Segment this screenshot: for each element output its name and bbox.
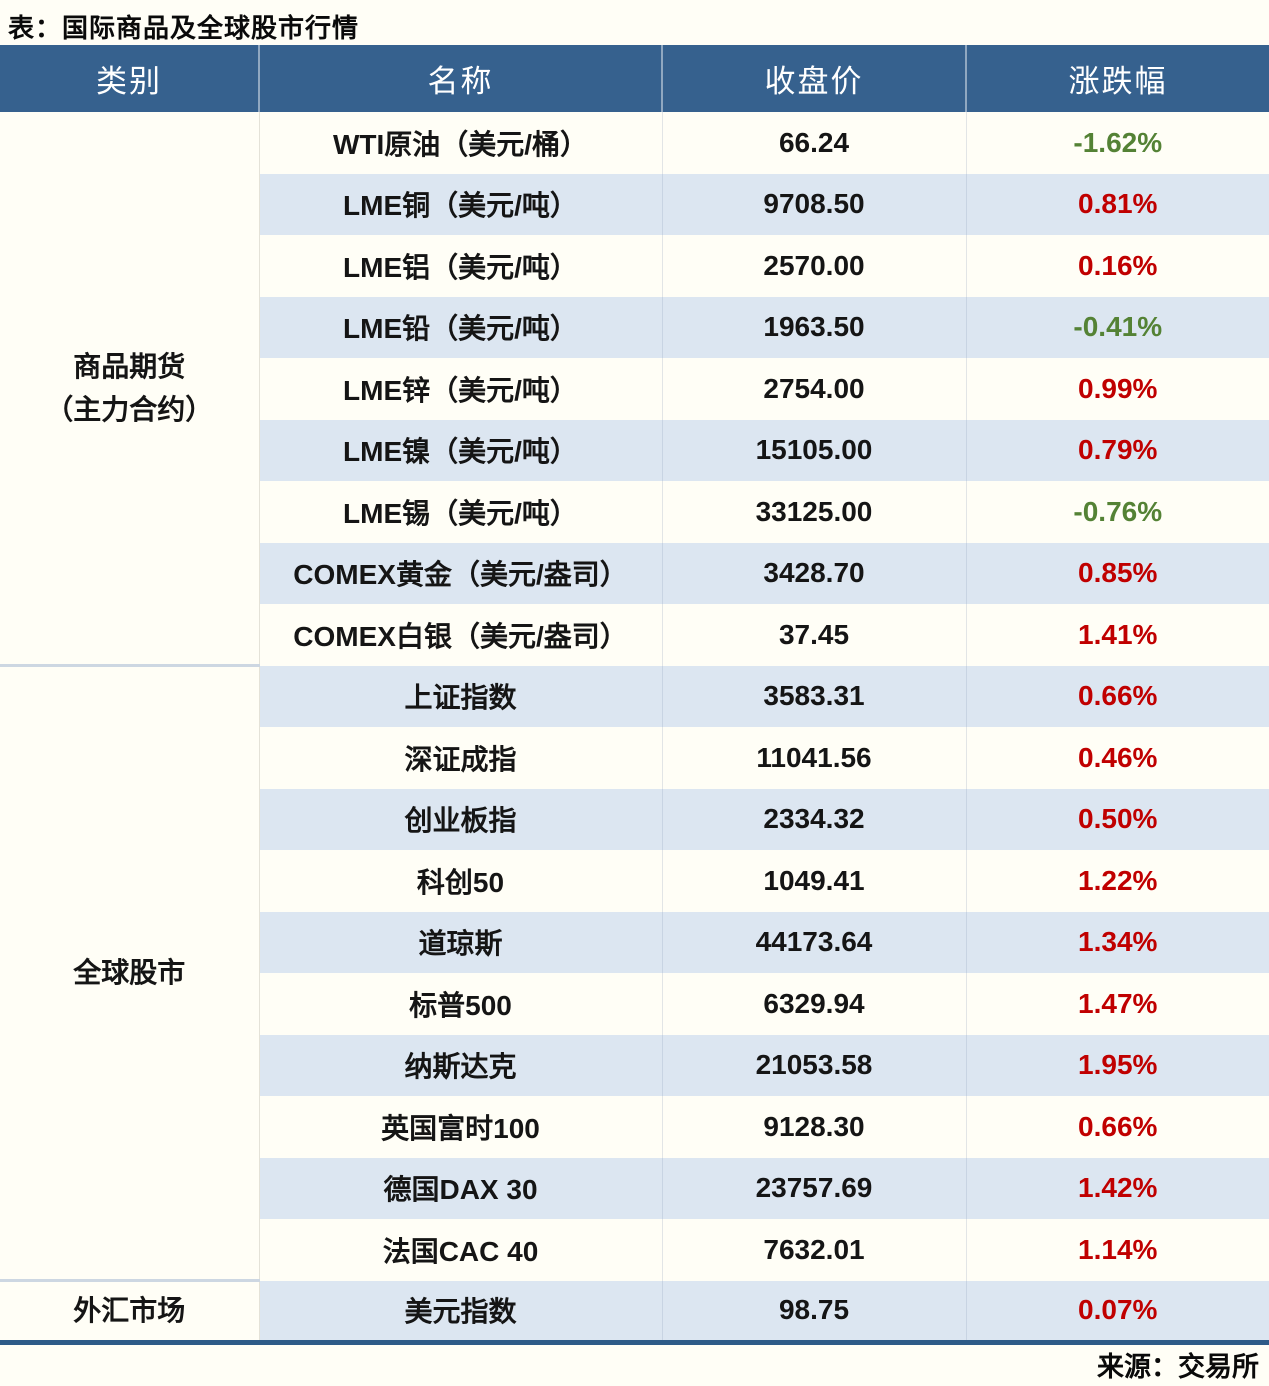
header-category: 类别: [0, 45, 259, 112]
change-cell: 1.14%: [965, 1219, 1269, 1281]
change-cell: 0.79%: [965, 419, 1269, 481]
name-cell: 美元指数: [259, 1280, 662, 1342]
name-cell: LME铅（美元/吨）: [259, 296, 662, 358]
market-table: 类别 名称 收盘价 涨跌幅 商品期货 （主力合约） WTI原油（美元/桶） 66…: [0, 45, 1269, 1345]
category-cell-forex: 外汇市场: [0, 1280, 260, 1342]
close-cell: 66.24: [661, 112, 966, 174]
table-row: LME铜（美元/吨） 9708.50 0.81%: [0, 173, 1269, 235]
table-row: COMEX白银（美元/盎司） 37.45 1.41%: [0, 604, 1269, 666]
source-note: 来源：交易所: [1097, 1351, 1259, 1382]
table-row: 商品期货 （主力合约） WTI原油（美元/桶） 66.24 -1.62%: [0, 112, 1269, 667]
table-row: LME锡（美元/吨） 33125.00 -0.76%: [0, 481, 1269, 543]
change-cell: -1.62%: [965, 112, 1269, 174]
change-cell: -0.41%: [965, 296, 1269, 358]
header-name: 名称: [258, 45, 662, 112]
category-cell-commodities: 商品期货 （主力合约）: [0, 112, 260, 667]
change-cell: 1.47%: [965, 973, 1269, 1035]
close-cell: 98.75: [661, 1280, 966, 1342]
close-cell: 37.45: [661, 604, 966, 666]
table-row: LME铅（美元/吨） 1963.50 -0.41%: [0, 296, 1269, 358]
close-cell: 3583.31: [661, 665, 966, 727]
name-cell: WTI原油（美元/桶）: [259, 112, 662, 174]
name-cell: LME锌（美元/吨）: [259, 358, 662, 420]
header-change: 涨跌幅: [965, 45, 1269, 112]
change-cell: 0.85%: [965, 542, 1269, 604]
change-cell: -0.76%: [965, 481, 1269, 543]
name-cell: 纳斯达克: [259, 1034, 662, 1096]
name-cell: 科创50: [259, 850, 662, 912]
close-cell: 2754.00: [661, 358, 966, 420]
category-line: 商品期货: [73, 350, 186, 382]
table-row: 法国CAC 40 7632.01 1.14%: [0, 1219, 1269, 1281]
category-line: 外汇市场: [73, 1295, 186, 1327]
table-row: 深证成指 11041.56 0.46%: [0, 727, 1269, 789]
table-row: LME镍（美元/吨） 15105.00 0.79%: [0, 419, 1269, 481]
table-row: LME铝（美元/吨） 2570.00 0.16%: [0, 235, 1269, 297]
name-cell: COMEX黄金（美元/盎司）: [259, 542, 662, 604]
name-cell: 深证成指: [259, 727, 662, 789]
table-row: 创业板指 2334.32 0.50%: [0, 788, 1269, 850]
close-cell: 9708.50: [661, 173, 966, 235]
close-cell: 1049.41: [661, 850, 966, 912]
change-cell: 0.66%: [965, 665, 1269, 727]
name-cell: LME锡（美元/吨）: [259, 481, 662, 543]
name-cell: 英国富时100: [259, 1096, 662, 1158]
close-cell: 11041.56: [661, 727, 966, 789]
table-row: 德国DAX 30 23757.69 1.42%: [0, 1157, 1269, 1219]
name-cell: LME铝（美元/吨）: [259, 235, 662, 297]
name-cell: LME镍（美元/吨）: [259, 419, 662, 481]
close-cell: 33125.00: [661, 481, 966, 543]
close-cell: 2570.00: [661, 235, 966, 297]
change-cell: 1.42%: [965, 1157, 1269, 1219]
name-cell: 法国CAC 40: [259, 1219, 662, 1281]
change-cell: 0.07%: [965, 1280, 1269, 1342]
close-cell: 6329.94: [661, 973, 966, 1035]
table-row: 标普500 6329.94 1.47%: [0, 973, 1269, 1035]
name-cell: 道琼斯: [259, 911, 662, 973]
table-row: 纳斯达克 21053.58 1.95%: [0, 1034, 1269, 1096]
close-cell: 3428.70: [661, 542, 966, 604]
change-cell: 1.95%: [965, 1034, 1269, 1096]
name-cell: COMEX白银（美元/盎司）: [259, 604, 662, 666]
category-line: 全球股市: [73, 957, 186, 989]
table-row: COMEX黄金（美元/盎司） 3428.70 0.85%: [0, 542, 1269, 604]
change-cell: 1.22%: [965, 850, 1269, 912]
name-cell: LME铜（美元/吨）: [259, 173, 662, 235]
close-cell: 1963.50: [661, 296, 966, 358]
table-row: 英国富时100 9128.30 0.66%: [0, 1096, 1269, 1158]
close-cell: 44173.64: [661, 911, 966, 973]
category-cell-global-stocks: 全球股市: [0, 665, 260, 1282]
close-cell: 7632.01: [661, 1219, 966, 1281]
table-row: 科创50 1049.41 1.22%: [0, 850, 1269, 912]
close-cell: 2334.32: [661, 788, 966, 850]
name-cell: 标普500: [259, 973, 662, 1035]
change-cell: 0.66%: [965, 1096, 1269, 1158]
change-cell: 0.50%: [965, 788, 1269, 850]
table-row: 全球股市 上证指数 3583.31 0.66%: [0, 665, 1269, 1282]
table-row: LME锌（美元/吨） 2754.00 0.99%: [0, 358, 1269, 420]
category-line: （主力合约）: [45, 394, 214, 425]
table-row: 道琼斯 44173.64 1.34%: [0, 911, 1269, 973]
page-title: 表：国际商品及全球股市行情: [8, 13, 360, 43]
close-cell: 15105.00: [661, 419, 966, 481]
close-cell: 23757.69: [661, 1157, 966, 1219]
change-cell: 0.46%: [965, 727, 1269, 789]
name-cell: 创业板指: [259, 788, 662, 850]
name-cell: 德国DAX 30: [259, 1157, 662, 1219]
change-cell: 1.41%: [965, 604, 1269, 666]
change-cell: 1.34%: [965, 911, 1269, 973]
change-cell: 0.99%: [965, 358, 1269, 420]
change-cell: 0.16%: [965, 235, 1269, 297]
table-row: 外汇市场 美元指数 98.75 0.07%: [0, 1280, 1269, 1342]
change-cell: 0.81%: [965, 173, 1269, 235]
header-row: 类别 名称 收盘价 涨跌幅: [0, 45, 1269, 112]
header-close: 收盘价: [661, 45, 966, 112]
name-cell: 上证指数: [259, 665, 662, 727]
close-cell: 21053.58: [661, 1034, 966, 1096]
close-cell: 9128.30: [661, 1096, 966, 1158]
